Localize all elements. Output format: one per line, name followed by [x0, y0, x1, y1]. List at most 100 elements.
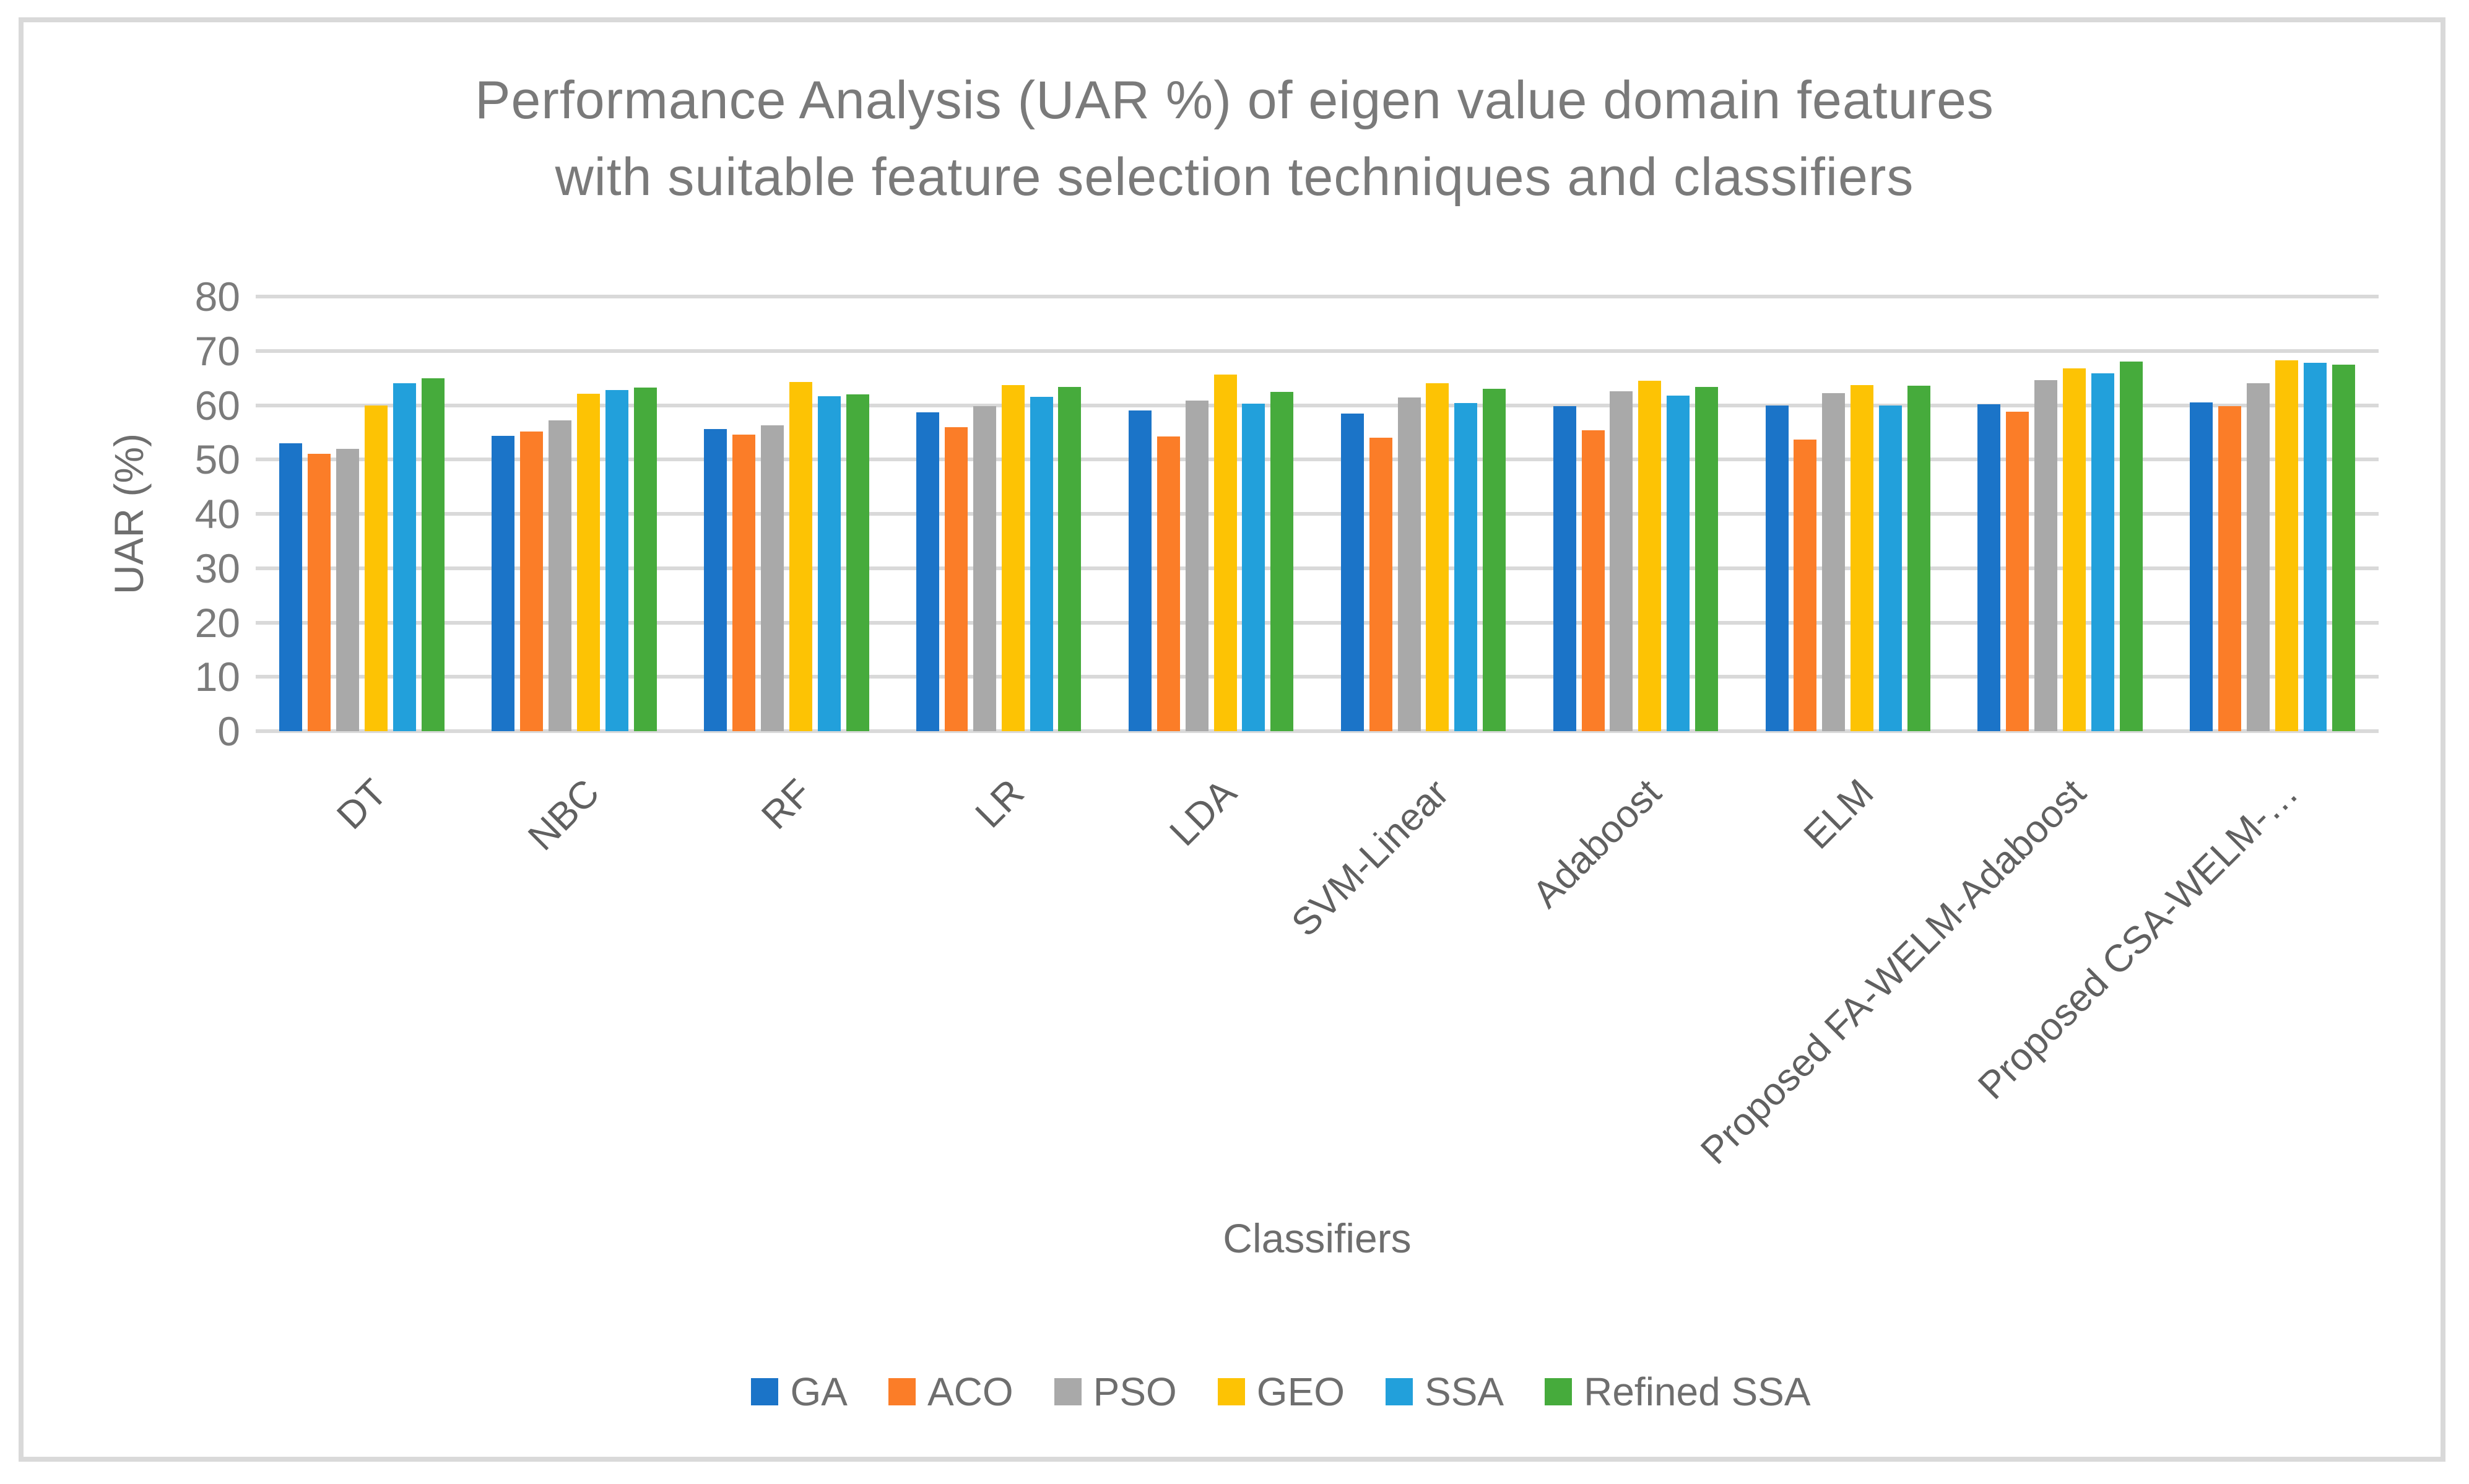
bar-ssa-rf [817, 396, 841, 731]
bar-aco-lda [1156, 436, 1180, 731]
bar-aco-lr [944, 427, 968, 731]
gridline-10 [256, 675, 2379, 679]
legend-swatch-refined-ssa [1545, 1378, 1573, 1405]
y-tick-10: 10 [194, 654, 240, 700]
bar-refined-ssa-dt [421, 378, 445, 731]
bar-ssa-elm [1879, 406, 1903, 731]
bar-aco-proposed-csa-welm [2218, 406, 2242, 731]
bar-ssa-nbc [605, 389, 628, 731]
bar-refined-ssa-nbc [633, 387, 657, 731]
bar-aco-dt [308, 454, 331, 731]
legend-item-refined-ssa: Refined SSA [1545, 1369, 1811, 1415]
bar-aco-svm-linear [1369, 438, 1392, 731]
bar-geo-svm-linear [1426, 383, 1449, 731]
bar-ga-proposed-fa-welm-adaboost [1977, 404, 2001, 731]
gridline-30 [256, 566, 2379, 570]
y-tick-20: 20 [194, 599, 240, 646]
bar-pso-svm-linear [1397, 397, 1421, 731]
legend-swatch-ga [751, 1378, 779, 1405]
legend-item-ssa: SSA [1386, 1369, 1504, 1415]
bar-aco-adaboost [1581, 430, 1605, 731]
bar-pso-dt [336, 448, 359, 731]
legend-label-ga: GA [790, 1369, 848, 1414]
bar-aco-elm [1794, 439, 1817, 731]
y-tick-0: 0 [217, 708, 240, 754]
gridline-70 [256, 349, 2379, 353]
gridline-0 [256, 729, 2379, 733]
bar-aco-nbc [520, 432, 543, 731]
bar-refined-ssa-lr [1058, 386, 1082, 731]
bar-ssa-proposed-fa-welm-adaboost [2091, 373, 2114, 731]
bar-refined-ssa-proposed-csa-welm [2332, 364, 2355, 731]
bar-pso-rf [760, 425, 784, 731]
bar-refined-ssa-rf [846, 394, 869, 731]
legend-item-aco: ACO [888, 1369, 1013, 1415]
legend-swatch-ssa [1386, 1378, 1413, 1405]
bar-geo-rf [789, 381, 812, 731]
chart-border [19, 17, 2445, 1462]
y-tick-30: 30 [194, 545, 240, 591]
bar-refined-ssa-elm [1907, 385, 1930, 731]
bar-pso-adaboost [1610, 391, 1633, 731]
y-tick-40: 40 [194, 491, 240, 537]
gridline-20 [256, 620, 2379, 625]
legend-label-pso: PSO [1093, 1369, 1177, 1414]
legend-item-pso: PSO [1054, 1369, 1177, 1415]
bar-geo-adaboost [1638, 381, 1662, 731]
bar-refined-ssa-svm-linear [1483, 389, 1506, 731]
legend-item-geo: GEO [1217, 1369, 1345, 1415]
gridline-40 [256, 512, 2379, 516]
bar-ga-proposed-csa-welm [2190, 402, 2213, 731]
bar-pso-proposed-fa-welm-adaboost [2034, 380, 2058, 731]
y-tick-80: 80 [194, 274, 240, 319]
bar-pso-proposed-csa-welm [2247, 383, 2270, 731]
bar-geo-dt [364, 405, 388, 731]
bar-pso-lr [973, 406, 996, 731]
gridline-80 [256, 295, 2379, 298]
bar-ssa-lda [1242, 403, 1265, 731]
bar-refined-ssa-lda [1270, 392, 1294, 731]
legend-label-geo: GEO [1256, 1369, 1345, 1414]
bar-geo-nbc [576, 394, 600, 731]
bar-refined-ssa-adaboost [1695, 386, 1719, 731]
bar-ssa-dt [393, 383, 416, 731]
bar-pso-lda [1185, 400, 1208, 731]
y-tick-70: 70 [194, 328, 240, 374]
bar-aco-proposed-fa-welm-adaboost [2006, 412, 2029, 731]
bar-refined-ssa-proposed-fa-welm-adaboost [2119, 362, 2143, 731]
y-tick-50: 50 [194, 436, 240, 483]
chart-title: Performance Analysis (UAR %) of eigen va… [0, 62, 2469, 215]
bar-ssa-proposed-csa-welm [2303, 363, 2327, 731]
bar-geo-proposed-fa-welm-adaboost [2063, 368, 2086, 731]
bar-geo-elm [1851, 385, 1874, 731]
chart-title-line-1: Performance Analysis (UAR %) of eigen va… [475, 71, 1994, 130]
chart-title-line-2: with suitable feature selection techniqu… [555, 147, 1914, 207]
legend-label-ssa: SSA [1425, 1369, 1504, 1414]
bar-ga-elm [1765, 406, 1789, 731]
bar-ga-rf [704, 429, 727, 731]
legend-label-refined-ssa: Refined SSA [1584, 1369, 1811, 1414]
legend-item-ga: GA [751, 1369, 848, 1415]
bar-geo-lda [1213, 375, 1237, 731]
bar-ga-adaboost [1553, 406, 1576, 731]
legend-swatch-pso [1054, 1378, 1082, 1405]
bar-ga-lda [1128, 410, 1152, 731]
bar-pso-nbc [548, 420, 571, 731]
legend-swatch-aco [888, 1378, 916, 1405]
legend: GA ACO PSO GEO SSA Refined SSA [46, 1362, 2469, 1421]
legend-swatch-geo [1217, 1378, 1245, 1405]
x-axis-title: Classifiers [1223, 1215, 1412, 1261]
bar-ga-dt [279, 443, 303, 731]
legend-label-aco: ACO [927, 1369, 1013, 1414]
bar-geo-proposed-csa-welm [2275, 360, 2298, 731]
bar-ga-lr [916, 412, 939, 731]
y-tick-60: 60 [194, 382, 240, 428]
bar-ssa-svm-linear [1454, 402, 1478, 731]
bar-ssa-lr [1030, 397, 1053, 731]
gridline-50 [256, 458, 2379, 462]
gridline-60 [256, 403, 2379, 407]
bar-geo-lr [1001, 385, 1025, 731]
bar-ga-nbc [492, 435, 515, 731]
bar-aco-rf [732, 434, 755, 731]
